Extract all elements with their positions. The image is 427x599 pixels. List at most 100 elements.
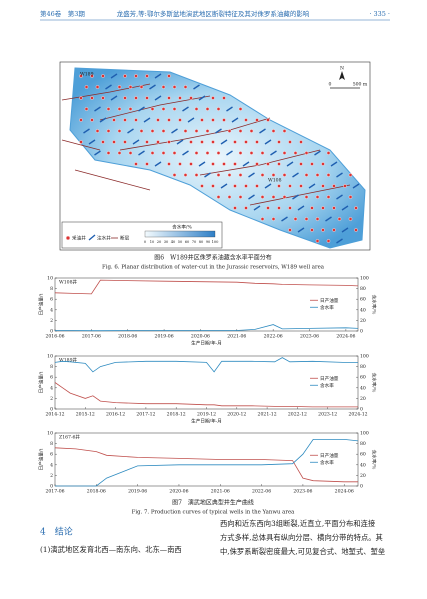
oil-well: [348, 173, 353, 177]
oil-well: [145, 162, 149, 166]
injection-well: [110, 95, 118, 101]
injection-well: [253, 205, 261, 211]
colorbar-tick-label: 100: [212, 240, 220, 244]
oil-well: [326, 195, 331, 199]
colorbar-tick-label: 40: [171, 240, 176, 244]
injection-well: [242, 161, 250, 167]
oil-well: [172, 85, 177, 89]
oil-well: [183, 173, 188, 177]
body-text: 方式多样,总体具有纵向分层、横向分带的特点。其: [220, 533, 383, 542]
injection-well: [83, 128, 90, 134]
oil-well: [112, 140, 116, 144]
oil-well: [326, 173, 331, 177]
injection-well: [182, 150, 189, 156]
oil-well: [194, 107, 199, 111]
oil-well: [106, 129, 111, 133]
fault: [61, 83, 151, 101]
injection-well: [182, 106, 189, 112]
plot-frame: [54, 277, 359, 332]
injection-well: [270, 150, 277, 156]
oil-well: [233, 162, 237, 166]
oil-well: [200, 184, 204, 188]
oil-well: [101, 96, 105, 100]
oil-well: [200, 118, 204, 122]
injection-well: [132, 139, 140, 145]
legend-label: 日产油量: [320, 297, 339, 304]
injection-well: [138, 106, 145, 112]
injection-well: [187, 117, 195, 123]
oil-well: [134, 118, 138, 122]
legend-text: 采油井: [72, 235, 86, 242]
x-tick-label: 2023-06: [293, 489, 312, 495]
legend-oil-well: [65, 235, 71, 241]
injection-well: [297, 205, 305, 211]
chart-title: W108井: [59, 279, 77, 286]
colorbar: [144, 230, 216, 238]
oil-well: [244, 184, 248, 188]
oil-well: [216, 151, 221, 155]
y-tick-label: 8: [50, 441, 53, 447]
north-label: N: [340, 66, 344, 72]
x-tick-label: 2024-06: [336, 334, 355, 340]
x-tick-label: 2019-06: [155, 334, 174, 340]
oil-well: [255, 162, 259, 166]
oil-well: [271, 129, 276, 133]
colorbar-tick-label: 30: [164, 240, 169, 244]
oil-well: [227, 173, 232, 177]
oil-well: [150, 107, 155, 111]
oil-well: [321, 184, 325, 188]
fault: [74, 169, 151, 191]
oil-well: [227, 129, 232, 133]
x-tick-label: 2021-06: [227, 334, 246, 340]
injection-well: [264, 183, 272, 189]
injection-well: [336, 194, 343, 200]
oil-well: [161, 129, 166, 133]
oil-well: [348, 217, 353, 221]
y2-tick-label: 80: [360, 364, 366, 370]
oil-well: [282, 173, 287, 177]
injection-well: [176, 139, 184, 145]
injection-well: [341, 205, 349, 211]
oil-well: [304, 195, 309, 199]
oil-well: [101, 140, 105, 144]
colorbar-tick-label: 50: [178, 240, 183, 244]
injection-well: [88, 139, 96, 145]
y2-tick-label: 0: [360, 484, 363, 490]
oil-well: [266, 162, 270, 166]
oil-well: [299, 184, 303, 188]
x-tick-label: 2022-06: [264, 334, 283, 340]
oil-well: [244, 118, 248, 122]
x-tick-label: 2017-06: [45, 489, 64, 495]
x-tick-label: 2021-06: [211, 489, 230, 495]
injection-well: [248, 194, 255, 200]
y-tick-label: 6: [50, 452, 53, 458]
oil-well: [310, 206, 314, 210]
header-title: 龙盛芳,等:鄂尔多斯盆地演武地区断裂特征及其对侏罗系油藏的影响: [117, 9, 310, 18]
figure-caption-en: Fig. 6. Planar distribution of water-cut…: [102, 265, 325, 271]
oil-well: [233, 140, 237, 144]
oil-well: [79, 74, 83, 78]
oil-well: [260, 217, 265, 221]
oil-well: [167, 96, 171, 100]
oil-well: [271, 217, 276, 221]
y2-tick-label: 0: [360, 407, 363, 413]
y-tick-label: 8: [50, 364, 53, 370]
oil-well: [244, 140, 248, 144]
injection-well: [171, 128, 178, 134]
oil-well: [145, 140, 149, 144]
header-page: · 335 ·: [369, 10, 390, 18]
oil-well: [299, 162, 303, 166]
x-tick-label: 2014-12: [45, 412, 64, 418]
oil-well: [178, 162, 182, 166]
fault: [99, 95, 211, 121]
fault: [119, 117, 271, 151]
injection-well: [154, 73, 162, 79]
series-line: [54, 279, 359, 295]
legend-label: 含水率: [320, 382, 334, 389]
oil-well: [293, 217, 298, 221]
well-label: W108: [268, 178, 282, 184]
legend-text: 注水井: [97, 235, 111, 242]
x-tick-label: 2021-12: [258, 412, 277, 418]
